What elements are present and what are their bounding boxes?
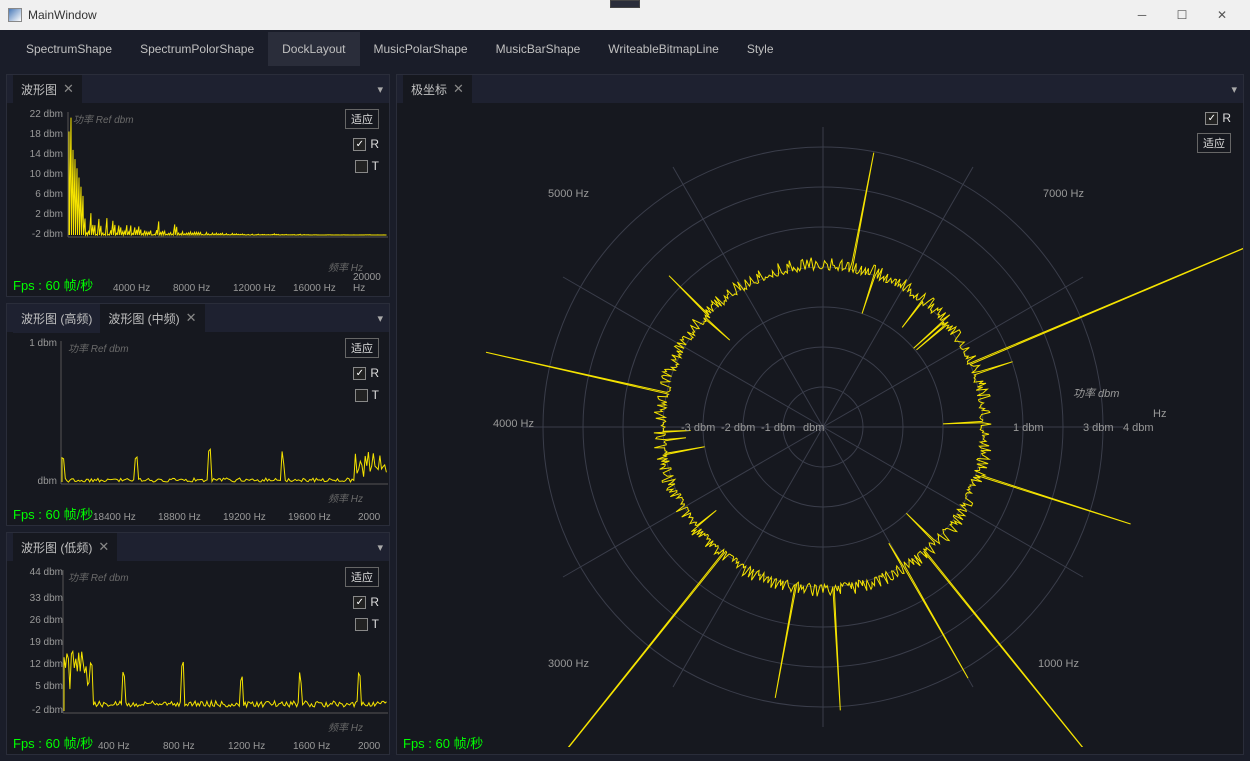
close-icon[interactable]: ✕ [98, 539, 109, 555]
tab-lowfreq[interactable]: 波形图 (低频) ✕ [13, 533, 117, 562]
fit-button[interactable]: 适应 [1197, 133, 1231, 153]
midfreq-svg [13, 336, 393, 496]
checkbox-r[interactable] [353, 596, 366, 609]
fps-label: Fps : 60 帧/秒 [13, 733, 93, 752]
fps-label: Fps : 60 帧/秒 [13, 275, 93, 294]
chevron-down-icon[interactable]: ▾ [377, 83, 383, 96]
svg-text:3000 Hz: 3000 Hz [548, 658, 589, 670]
fit-button[interactable]: 适应 [345, 338, 379, 358]
chevron-down-icon[interactable]: ▾ [1231, 83, 1237, 96]
menu-writeablebitmapline[interactable]: WriteableBitmapLine [594, 32, 733, 66]
tab-midfreq[interactable]: 波形图 (中频) ✕ [100, 304, 204, 333]
fit-button[interactable]: 适应 [345, 109, 379, 129]
svg-text:1000 Hz: 1000 Hz [1038, 658, 1079, 670]
svg-text:功率 dbm: 功率 dbm [1073, 387, 1119, 400]
fps-label: Fps : 60 帧/秒 [13, 504, 93, 523]
checkbox-r[interactable] [1205, 112, 1218, 125]
tab-highfreq[interactable]: 波形图 (高频) [13, 304, 100, 333]
svg-text:1 dbm: 1 dbm [1013, 422, 1044, 434]
svg-text:-3 dbm: -3 dbm [681, 422, 715, 434]
svg-text:5000 Hz: 5000 Hz [548, 188, 589, 200]
close-icon[interactable]: ✕ [63, 81, 74, 97]
menu-spectrumshape[interactable]: SpectrumShape [12, 32, 126, 66]
lowfreq-chart: 功率 Ref dbm 44 dbm 33 dbm 26 dbm 19 dbm 1… [13, 565, 383, 752]
close-icon[interactable]: ✕ [186, 310, 197, 326]
waveform-chart: 功率 Ref dbm 22 dbm 18 dbm 14 dbm 10 dbm 6… [13, 107, 383, 294]
svg-text:7000 Hz: 7000 Hz [1043, 188, 1084, 200]
fps-label: Fps : 60 帧/秒 [403, 733, 483, 752]
menubar: SpectrumShape SpectrumPolorShape DockLay… [0, 30, 1250, 68]
svg-text:-2 dbm: -2 dbm [721, 422, 755, 434]
menu-docklayout[interactable]: DockLayout [268, 32, 359, 66]
panel-mid-high: 波形图 (高频) 波形图 (中频) ✕ ▾ 功率 Ref dbm [6, 303, 390, 526]
menu-spectrumpolorshape[interactable]: SpectrumPolorShape [126, 32, 268, 66]
checkbox-t[interactable] [355, 160, 368, 173]
checkbox-r[interactable] [353, 367, 366, 380]
svg-text:Hz: Hz [1153, 408, 1166, 420]
waveform-svg [13, 107, 393, 267]
menu-musicpolarshape[interactable]: MusicPolarShape [360, 32, 482, 66]
panel-lowfreq: 波形图 (低频) ✕ ▾ 功率 Ref dbm 44 dbm 33 dbm [6, 532, 390, 755]
window-title: MainWindow [28, 8, 97, 22]
chevron-down-icon[interactable]: ▾ [377, 541, 383, 554]
app-icon [8, 8, 22, 22]
chevron-down-icon[interactable]: ▾ [377, 312, 383, 325]
top-grip-handle[interactable] [610, 0, 640, 8]
panel-polar: 极坐标 ✕ ▾ [396, 74, 1244, 755]
lowfreq-svg [13, 565, 393, 725]
close-button[interactable]: ✕ [1202, 4, 1242, 26]
midfreq-chart: 功率 Ref dbm 1 dbm dbm 18400 Hz 18800 Hz 1… [13, 336, 383, 523]
close-icon[interactable]: ✕ [453, 81, 464, 97]
tab-waveform-label: 波形图 [21, 81, 57, 98]
fit-button[interactable]: 适应 [345, 567, 379, 587]
svg-text:4 dbm: 4 dbm [1123, 422, 1154, 434]
menu-musicbarshape[interactable]: MusicBarShape [482, 32, 595, 66]
radial-tick: dbm [803, 422, 824, 434]
checkbox-t[interactable] [355, 618, 368, 631]
minimize-button[interactable]: ─ [1122, 4, 1162, 26]
tab-waveform[interactable]: 波形图 ✕ [13, 75, 82, 104]
svg-text:3 dbm: 3 dbm [1083, 422, 1114, 434]
svg-text:-1 dbm: -1 dbm [761, 422, 795, 434]
panel-waveform: 波形图 ✕ ▾ 功率 Ref dbm [6, 74, 390, 297]
polar-chart: dbm -1 dbm -2 dbm -3 dbm 1 dbm 3 dbm 4 d… [403, 107, 1237, 752]
svg-text:4000 Hz: 4000 Hz [493, 418, 534, 430]
checkbox-t[interactable] [355, 389, 368, 402]
maximize-button[interactable]: ☐ [1162, 4, 1202, 26]
menu-style[interactable]: Style [733, 32, 788, 66]
tab-polar[interactable]: 极坐标 ✕ [403, 75, 472, 104]
polar-svg: dbm -1 dbm -2 dbm -3 dbm 1 dbm 3 dbm 4 d… [403, 107, 1243, 747]
checkbox-r[interactable] [353, 138, 366, 151]
